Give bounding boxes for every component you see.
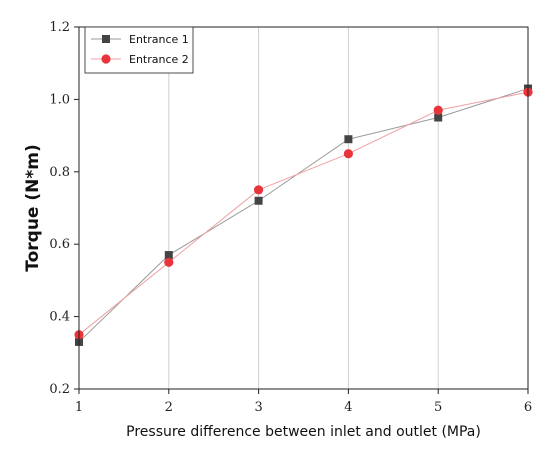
x-tick-label: 3 <box>254 400 262 415</box>
x-tick-label: 5 <box>434 400 442 415</box>
gridlines <box>168 27 439 389</box>
x-axis-title: Pressure difference between inlet and ou… <box>126 424 481 440</box>
plot-frame <box>78 26 529 390</box>
y-tick-label: 1.2 <box>49 20 70 35</box>
data-point-series-2 <box>254 185 264 195</box>
legend-marker-1 <box>102 35 110 43</box>
series-markers <box>74 84 533 346</box>
data-point-series-1 <box>164 251 173 260</box>
series-line-2 <box>78 91 529 336</box>
x-ticks: 1 2 3 4 5 6 <box>75 389 532 415</box>
y-tick-label: 1.0 <box>49 92 70 107</box>
legend-label-2: Entrance 2 <box>129 53 189 66</box>
y-tick-label: 0.6 <box>49 237 70 252</box>
legend: Entrance 1 Entrance 2 <box>84 26 194 74</box>
legend-label-1: Entrance 1 <box>129 33 189 46</box>
y-tick-label: 0.2 <box>49 382 70 397</box>
legend-box <box>84 26 194 74</box>
y-axis-title: Torque (N*m) <box>23 144 43 272</box>
data-point-series-2 <box>343 149 353 159</box>
legend-marker-2 <box>101 54 111 64</box>
x-tick-label: 2 <box>165 400 173 415</box>
y-ticks: 0.2 0.4 0.6 0.8 1.0 1.2 <box>49 20 79 397</box>
x-tick-label: 6 <box>524 400 532 415</box>
y-tick-label: 0.8 <box>49 165 70 180</box>
data-point-series-1 <box>344 135 353 144</box>
data-point-series-1 <box>254 196 263 205</box>
series-lines <box>78 88 529 343</box>
data-point-series-1 <box>434 113 443 122</box>
data-point-series-2 <box>164 257 174 267</box>
y-tick-label: 0.4 <box>49 310 70 325</box>
x-tick-label: 1 <box>75 400 83 415</box>
data-point-series-2 <box>433 105 443 115</box>
x-tick-label: 4 <box>344 400 352 415</box>
series-line-1 <box>78 88 529 343</box>
